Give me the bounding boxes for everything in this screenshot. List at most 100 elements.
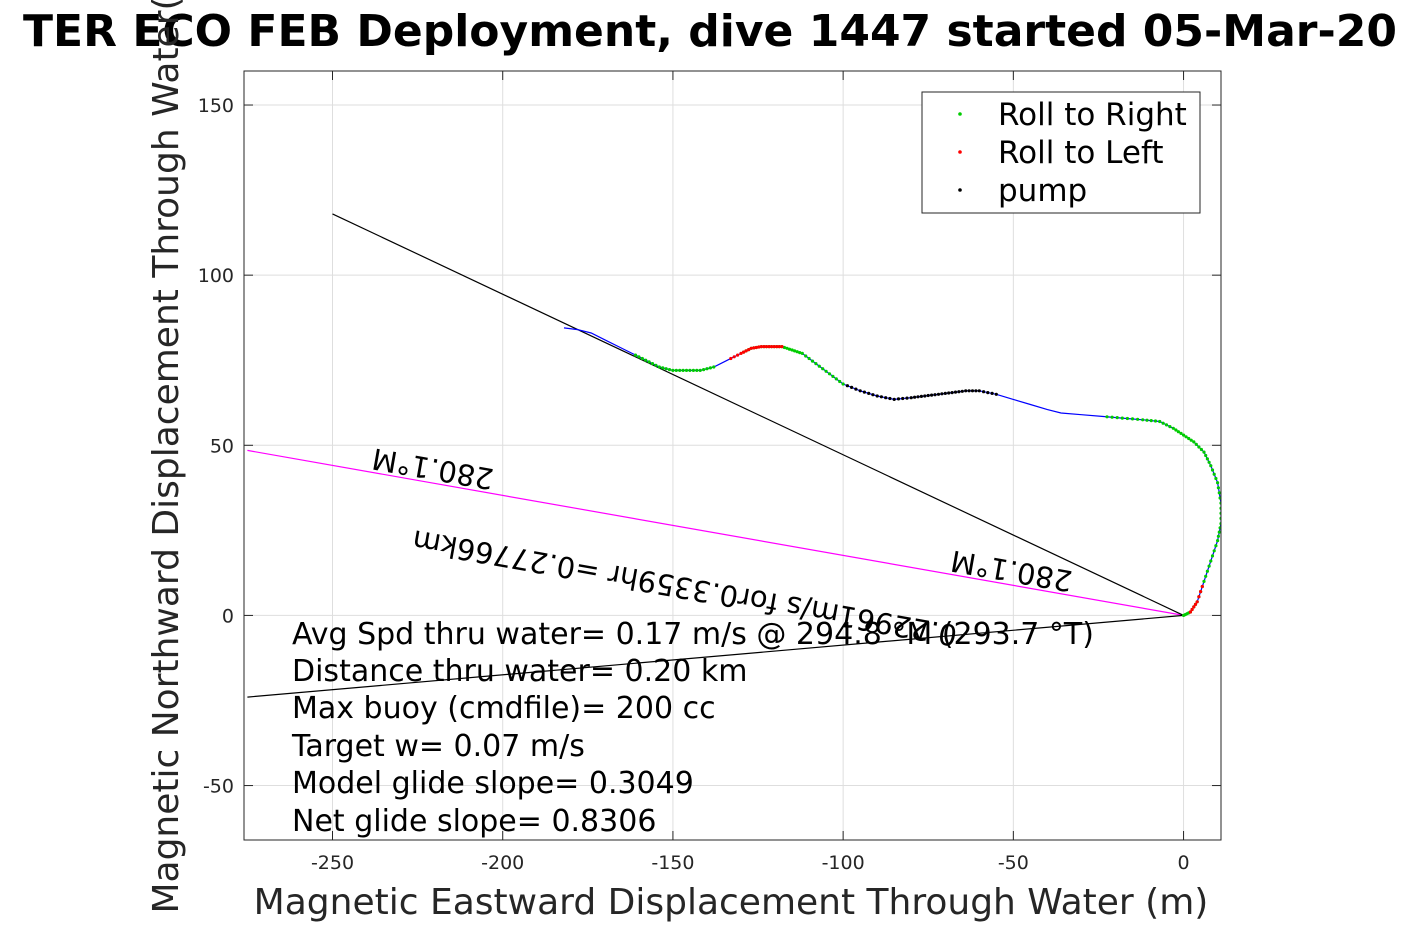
roll-right-marker <box>1168 425 1172 429</box>
roll-right-marker <box>1158 419 1162 424</box>
roll-right-marker <box>1145 418 1149 422</box>
roll-right-marker <box>1161 421 1165 425</box>
roll-right-marker <box>712 365 716 369</box>
roll-left-marker <box>747 348 751 352</box>
pump-marker <box>943 391 947 395</box>
pump-marker <box>994 392 998 396</box>
legend-label-roll-right: Roll to Right <box>998 97 1187 133</box>
roll-right-marker <box>1207 564 1211 568</box>
roll-right-marker <box>667 368 672 372</box>
roll-right-marker <box>1205 457 1209 461</box>
pump-marker <box>947 391 951 395</box>
x-tick-label: -200 <box>481 852 524 874</box>
plot-frame <box>243 70 1222 841</box>
roll-right-marker <box>657 365 661 369</box>
roll-right-marker <box>1216 486 1220 490</box>
roll-left-marker <box>1197 595 1201 599</box>
roll-right-marker <box>1179 431 1183 435</box>
pump-marker <box>896 397 901 401</box>
pump-marker <box>854 387 858 391</box>
y-axis-label: Magnetic Northward Displacement Through … <box>146 0 187 914</box>
roll-right-marker <box>1218 526 1221 530</box>
roll-right-marker <box>1187 436 1191 441</box>
roll-left-marker <box>770 345 774 349</box>
pump-marker <box>875 394 879 398</box>
roll-right-marker <box>664 367 668 371</box>
pump-marker <box>967 389 971 393</box>
roll-right-marker <box>841 382 845 386</box>
pump-marker <box>905 396 909 400</box>
roll-right-marker <box>785 346 789 350</box>
roll-left-marker <box>757 345 761 349</box>
x-tick-label: -250 <box>311 852 354 874</box>
roll-left-marker <box>729 356 733 361</box>
pump-marker <box>933 393 937 397</box>
roll-right-marker <box>688 368 692 372</box>
roll-right-marker <box>1153 419 1158 423</box>
roll-right-marker <box>1202 450 1206 454</box>
pump-marker <box>926 393 930 398</box>
y-tick-label: 150 <box>198 95 234 117</box>
pump-marker <box>923 394 927 398</box>
pump-marker <box>916 395 920 399</box>
roll-right-marker <box>1197 445 1201 449</box>
roll-left-marker <box>736 353 740 357</box>
roll-right-marker <box>817 364 821 368</box>
roll-left-marker <box>777 345 781 349</box>
roll-right-marker <box>650 362 655 366</box>
x-axis-label: Magnetic Eastward Displacement Through W… <box>254 882 1209 923</box>
pump-marker <box>970 389 975 393</box>
chart-title: TER ECO FEB Deployment, dive 1447 starte… <box>23 6 1397 57</box>
roll-right-marker <box>1209 559 1213 563</box>
roll-left-marker <box>1192 605 1196 609</box>
roll-left-marker <box>1190 607 1194 612</box>
pump-marker <box>950 391 954 395</box>
roll-right-marker <box>1184 435 1188 439</box>
roll-right-marker <box>695 368 699 372</box>
roll-right-marker <box>1110 415 1114 419</box>
roll-right-marker <box>1212 472 1216 476</box>
roll-right-marker <box>671 368 675 372</box>
roll-left-marker <box>744 349 748 353</box>
roll-left-marker <box>1188 610 1192 614</box>
roll-right-marker <box>681 368 685 372</box>
roll-right-marker <box>708 366 713 370</box>
pump-marker <box>845 384 850 388</box>
roll-right-marker <box>637 355 641 359</box>
roll-left-marker <box>759 345 764 349</box>
pump-marker <box>940 392 944 396</box>
roll-left-marker <box>772 345 776 349</box>
roll-right-marker <box>647 360 651 364</box>
roll-right-marker <box>1210 468 1215 472</box>
roll-right-marker <box>705 367 709 371</box>
legend-label-roll-left: Roll to Left <box>998 135 1164 171</box>
roll-right-marker <box>782 345 787 350</box>
roll-right-marker <box>1205 569 1209 573</box>
roll-right-marker <box>644 358 648 362</box>
roll-right-marker <box>1218 496 1221 500</box>
roll-right-marker <box>821 367 825 371</box>
pump-marker <box>919 394 924 398</box>
roll-right-marker <box>831 374 835 378</box>
roll-right-marker <box>800 351 804 355</box>
annotation-model-glide-slope: Model glide slope= 0.3049 <box>292 766 694 801</box>
pump-marker <box>888 396 892 401</box>
pump-marker <box>953 390 958 394</box>
roll-right-marker <box>1136 417 1140 421</box>
roll-left-marker <box>752 346 756 350</box>
roll-right-marker <box>654 363 658 367</box>
pump-marker <box>858 389 862 393</box>
y-tick-label: -50 <box>203 776 234 798</box>
roll-right-marker <box>1182 433 1186 437</box>
roll-right-marker <box>691 368 696 372</box>
pump-marker <box>892 397 896 401</box>
x-tick-label: -50 <box>998 852 1029 874</box>
pump-marker <box>901 396 905 401</box>
roll-left-marker <box>749 346 753 350</box>
roll-right-marker <box>702 368 706 372</box>
pump-marker <box>990 391 994 395</box>
pump-marker <box>913 395 917 399</box>
roll-right-marker <box>1214 476 1218 481</box>
roll-right-marker <box>1125 416 1129 421</box>
